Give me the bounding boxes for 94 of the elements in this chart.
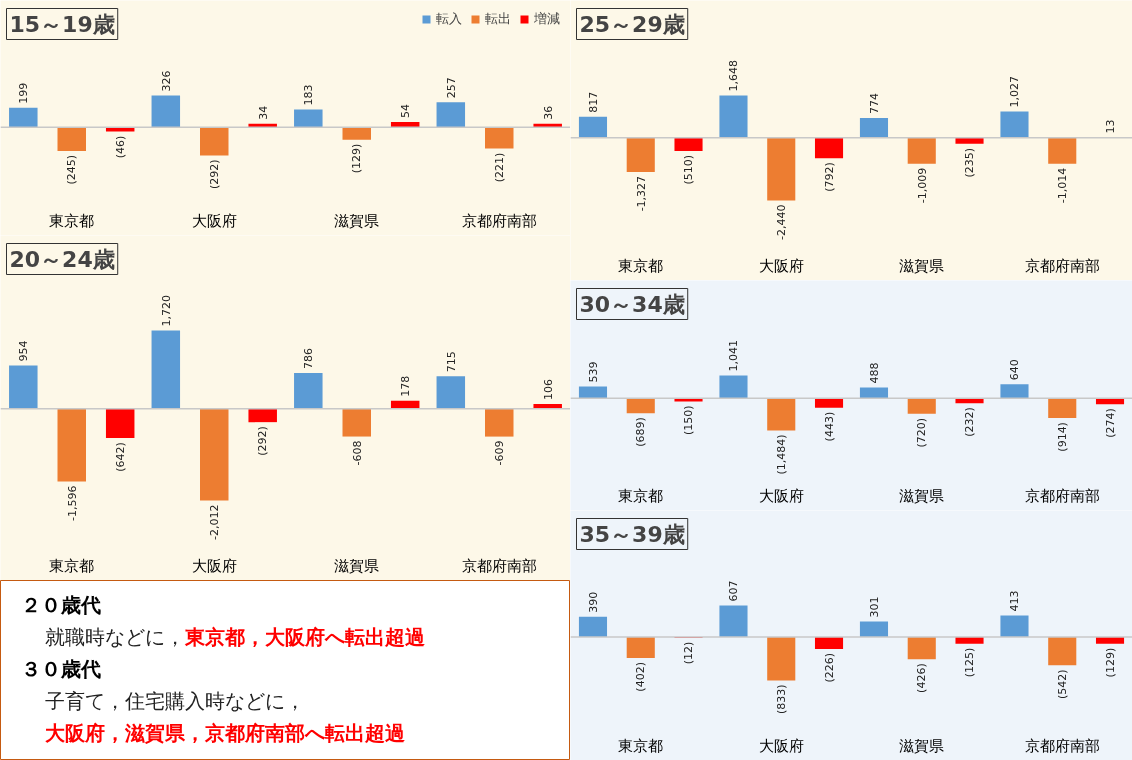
data-label: -609 [493, 440, 507, 466]
data-label: (914) [1055, 422, 1069, 452]
data-label: 786 [302, 348, 316, 370]
data-label: 1,027 [1008, 75, 1022, 108]
data-label: 183 [302, 84, 316, 106]
data-label: 413 [1008, 590, 1022, 612]
x-tick-label: 大阪府 [758, 486, 804, 505]
chart-title: 15～19歳 [9, 11, 115, 37]
data-label: (426) [915, 663, 929, 693]
data-label: -1,009 [915, 167, 929, 204]
data-label: (150) [682, 405, 696, 436]
data-label: (226) [822, 652, 836, 683]
data-label: 36 [541, 105, 555, 120]
data-label: 817 [586, 91, 600, 113]
data-label: -2,440 [775, 204, 789, 240]
data-label: (232) [963, 407, 977, 437]
text: ２０歳代 [20, 592, 101, 617]
data-label: 488 [867, 362, 881, 384]
data-label: 774 [867, 92, 881, 114]
data-label: (129) [350, 143, 364, 174]
data-label: -1,596 [65, 485, 79, 522]
x-tick-label: 大阪府 [191, 556, 237, 575]
x-tick-label: 大阪府 [191, 211, 237, 230]
data-label: (792) [822, 162, 836, 192]
data-label: 326 [159, 70, 173, 92]
data-label: 1,720 [159, 295, 173, 327]
x-tick-label: 滋賀県 [334, 211, 380, 230]
x-tick-label: 東京都 [618, 256, 664, 275]
data-label: 607 [727, 580, 741, 602]
data-label: 1,041 [727, 340, 741, 372]
data-label: (642) [113, 442, 127, 472]
data-label: 13 [1104, 119, 1118, 134]
data-label: (125) [963, 647, 977, 678]
data-label: 106 [541, 379, 555, 401]
chart-title: 30～34歳 [579, 291, 685, 317]
x-tick-label: 滋賀県 [899, 486, 945, 505]
x-tick-label: 大阪府 [758, 736, 804, 755]
chart-title: 25～29歳 [579, 11, 685, 37]
data-label: (542) [1055, 669, 1069, 699]
data-label: (510) [682, 154, 696, 185]
data-label: -1,327 [634, 175, 648, 212]
data-label: 954 [17, 340, 31, 362]
text: ３０歳代 [20, 656, 101, 681]
x-tick-label: 滋賀県 [334, 556, 380, 575]
data-label: 34 [256, 105, 270, 120]
data-label: 199 [17, 82, 31, 104]
data-label: 715 [444, 351, 458, 373]
data-label: (12) [682, 641, 696, 665]
legend-label: 転入 [436, 10, 462, 28]
data-label: 539 [586, 361, 600, 383]
text: 東京都，大阪府へ転出超過 [183, 624, 425, 649]
data-label: (221) [492, 152, 506, 183]
x-tick-label: 京都府南部 [1024, 256, 1100, 275]
x-tick-label: 東京都 [618, 736, 664, 755]
legend-label: 転出 [485, 10, 511, 28]
x-tick-label: 東京都 [49, 556, 95, 575]
data-label: (235) [963, 147, 977, 178]
data-label: (129) [1103, 647, 1117, 678]
data-label: (720) [915, 417, 929, 448]
data-label: -608 [350, 440, 364, 466]
data-label: (833) [774, 684, 788, 715]
data-label: (402) [634, 662, 648, 692]
x-tick-label: 京都府南部 [461, 211, 537, 230]
data-label: (46) [113, 135, 127, 159]
chart-title: 20～24歳 [9, 246, 115, 272]
data-label: (274) [1103, 408, 1117, 438]
x-tick-label: 東京都 [618, 486, 664, 505]
x-tick-label: 大阪府 [758, 256, 804, 275]
x-tick-label: 京都府南部 [1024, 486, 1100, 505]
data-label: -1,014 [1056, 167, 1070, 204]
x-tick-label: 東京都 [49, 211, 95, 230]
text: 子育て，住宅購入時などに， [44, 688, 305, 713]
data-label: 301 [867, 596, 881, 618]
data-label: 54 [399, 103, 413, 118]
text: 就職時などに， [44, 624, 185, 649]
data-label: (1,484) [774, 434, 788, 475]
x-tick-label: 京都府南部 [1024, 736, 1100, 755]
data-label: (689) [634, 417, 648, 447]
data-label: 1,648 [727, 60, 741, 92]
data-label: -2,012 [208, 504, 222, 540]
x-tick-label: 京都府南部 [461, 556, 537, 575]
data-label: (292) [256, 426, 270, 456]
text: 大阪府，滋賀県，京都府南部へ転出超過 [44, 720, 405, 745]
data-label: 390 [586, 591, 600, 613]
x-tick-label: 滋賀県 [899, 736, 945, 755]
data-label: (292) [207, 159, 221, 190]
data-label: 178 [399, 375, 413, 397]
data-label: 640 [1008, 359, 1022, 381]
legend-label: 増減 [534, 10, 560, 28]
chart-title: 35～39歳 [579, 521, 685, 547]
data-label: (443) [822, 411, 836, 442]
data-label: 257 [444, 77, 458, 99]
x-tick-label: 滋賀県 [899, 256, 945, 275]
data-label: (245) [65, 154, 79, 185]
